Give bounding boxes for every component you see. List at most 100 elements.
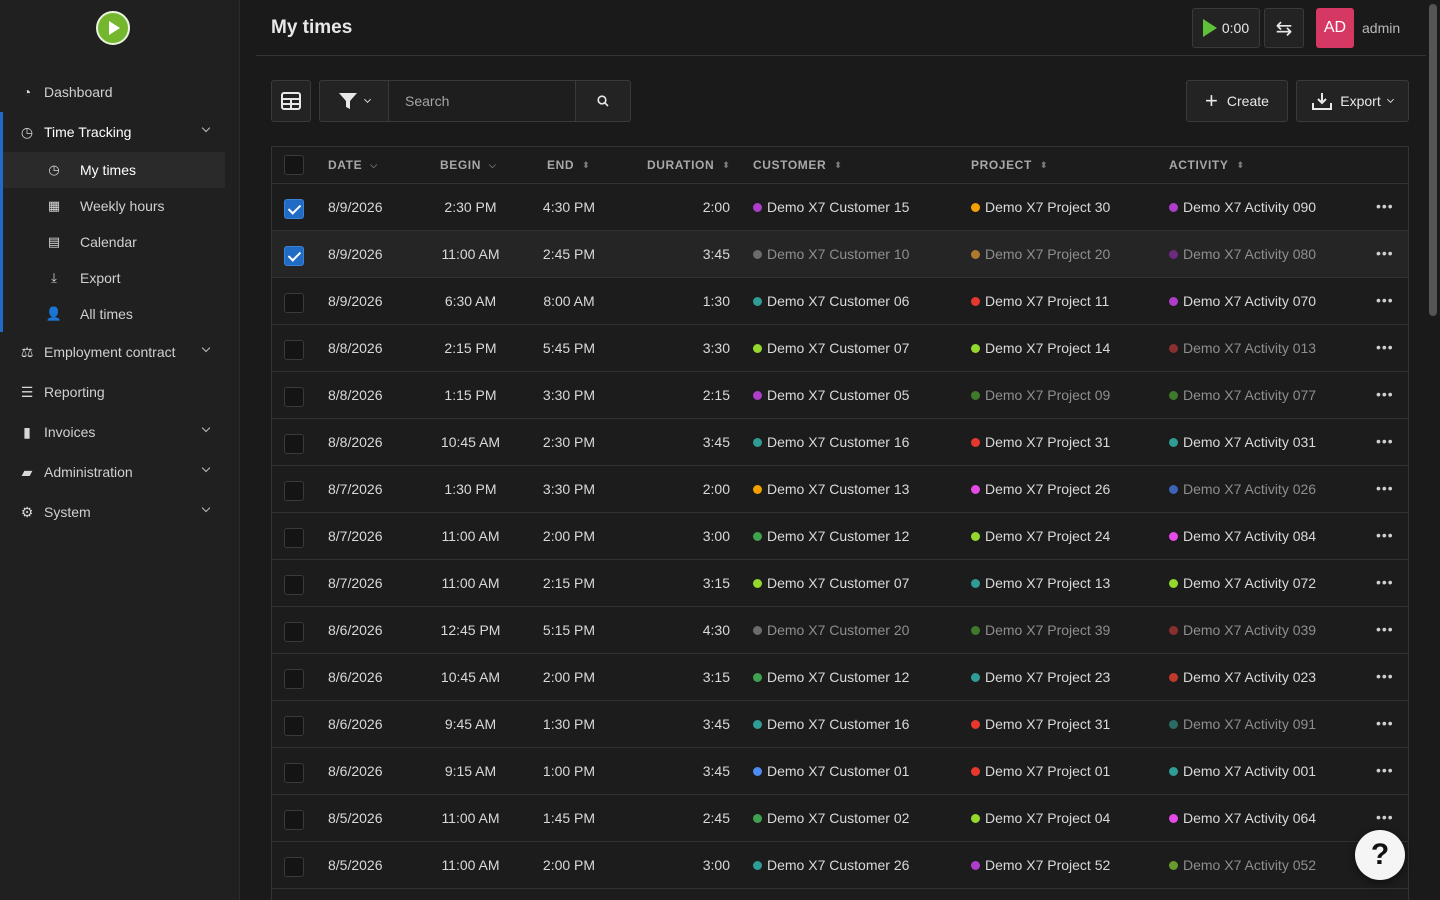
sidebar-item-weekly-hours[interactable]: ▦ Weekly hours bbox=[3, 188, 225, 224]
row-checkbox[interactable] bbox=[284, 763, 304, 783]
cell-customer[interactable]: Demo X7 Customer 20 bbox=[753, 622, 909, 638]
cell-activity[interactable]: Demo X7 Activity 026 bbox=[1169, 481, 1316, 497]
table-row[interactable]: 8/7/2026 11:00 AM 2:15 PM 3:15 Demo X7 Custo… bbox=[272, 560, 1408, 607]
row-checkbox[interactable] bbox=[284, 528, 304, 548]
filter-button[interactable] bbox=[319, 80, 389, 122]
search-input[interactable] bbox=[388, 80, 576, 122]
row-checkbox[interactable] bbox=[284, 716, 304, 736]
table-view-button[interactable] bbox=[271, 80, 311, 122]
table-row[interactable]: 8/8/2026 10:45 AM 2:30 PM 3:45 Demo X7 Custo… bbox=[272, 419, 1408, 466]
cell-project[interactable]: Demo X7 Project 14 bbox=[971, 340, 1110, 356]
table-row[interactable]: 8/9/2026 2:30 PM 4:30 PM 2:00 Demo X7 Custom… bbox=[272, 184, 1408, 231]
export-button[interactable]: Export bbox=[1296, 80, 1409, 122]
sidebar-item-export[interactable]: ⤓ Export bbox=[3, 260, 225, 296]
cell-project[interactable]: Demo X7 Project 30 bbox=[971, 199, 1110, 215]
refresh-button[interactable]: ⇆ bbox=[1264, 8, 1304, 48]
table-row[interactable]: 8/5/2026 11:00 AM 2:00 PM 3:00 Demo X7 Custo… bbox=[272, 842, 1408, 889]
sidebar-item-invoices[interactable]: ▮ Invoices bbox=[0, 412, 239, 452]
app-logo-icon[interactable] bbox=[96, 11, 130, 45]
search-button[interactable] bbox=[575, 80, 631, 122]
column-header-end[interactable]: END ⬍ bbox=[547, 158, 590, 172]
cell-project[interactable]: Demo X7 Project 20 bbox=[971, 246, 1110, 262]
column-header-project[interactable]: PROJECT ⬍ bbox=[971, 158, 1048, 172]
row-actions-icon[interactable]: ••• bbox=[1376, 527, 1394, 543]
sidebar-item-employment-contract[interactable]: ⚖ Employment contract bbox=[0, 332, 239, 372]
cell-project[interactable]: Demo X7 Project 04 bbox=[971, 810, 1110, 826]
cell-activity[interactable]: Demo X7 Activity 090 bbox=[1169, 199, 1316, 215]
column-header-duration[interactable]: DURATION ⬍ bbox=[647, 158, 730, 172]
cell-customer[interactable]: Demo X7 Customer 06 bbox=[753, 293, 909, 309]
cell-project[interactable]: Demo X7 Project 26 bbox=[971, 481, 1110, 497]
cell-activity[interactable]: Demo X7 Activity 023 bbox=[1169, 669, 1316, 685]
cell-activity[interactable]: Demo X7 Activity 001 bbox=[1169, 763, 1316, 779]
cell-customer[interactable]: Demo X7 Customer 07 bbox=[753, 340, 909, 356]
cell-customer[interactable]: Demo X7 Customer 12 bbox=[753, 528, 909, 544]
row-checkbox[interactable] bbox=[284, 293, 304, 313]
row-checkbox[interactable] bbox=[284, 810, 304, 830]
row-checkbox[interactable] bbox=[284, 622, 304, 642]
sidebar-item-reporting[interactable]: ☰ Reporting bbox=[0, 372, 239, 412]
table-row[interactable]: 8/7/2026 11:00 AM 2:00 PM 3:00 Demo X7 Custo… bbox=[272, 513, 1408, 560]
row-actions-icon[interactable]: ••• bbox=[1376, 762, 1394, 778]
cell-customer[interactable]: Demo X7 Customer 16 bbox=[753, 716, 909, 732]
cell-activity[interactable]: Demo X7 Activity 052 bbox=[1169, 857, 1316, 873]
row-checkbox[interactable] bbox=[284, 387, 304, 407]
column-header-begin[interactable]: BEGIN ⌵ bbox=[440, 158, 496, 172]
avatar[interactable]: AD bbox=[1316, 8, 1354, 48]
row-checkbox[interactable] bbox=[284, 246, 304, 266]
row-checkbox[interactable] bbox=[284, 340, 304, 360]
cell-customer[interactable]: Demo X7 Customer 10 bbox=[753, 246, 909, 262]
row-actions-icon[interactable]: ••• bbox=[1376, 574, 1394, 590]
cell-activity[interactable]: Demo X7 Activity 091 bbox=[1169, 716, 1316, 732]
column-header-date[interactable]: DATE ⌵ bbox=[328, 158, 378, 172]
sidebar-item-administration[interactable]: ▰ Administration bbox=[0, 452, 239, 492]
cell-project[interactable]: Demo X7 Project 31 bbox=[971, 434, 1110, 450]
cell-project[interactable]: Demo X7 Project 01 bbox=[971, 763, 1110, 779]
cell-activity[interactable]: Demo X7 Activity 031 bbox=[1169, 434, 1316, 450]
cell-project[interactable]: Demo X7 Project 52 bbox=[971, 857, 1110, 873]
cell-project[interactable]: Demo X7 Project 13 bbox=[971, 575, 1110, 591]
row-actions-icon[interactable]: ••• bbox=[1376, 198, 1394, 214]
cell-project[interactable]: Demo X7 Project 24 bbox=[971, 528, 1110, 544]
table-row[interactable]: 8/6/2026 9:15 AM 1:00 PM 3:45 Demo X7 Custom… bbox=[272, 748, 1408, 795]
cell-activity[interactable]: Demo X7 Activity 013 bbox=[1169, 340, 1316, 356]
row-actions-icon[interactable]: ••• bbox=[1376, 339, 1394, 355]
table-row[interactable]: 8/6/2026 9:45 AM 1:30 PM 3:45 Demo X7 Custom… bbox=[272, 701, 1408, 748]
cell-activity[interactable]: Demo X7 Activity 080 bbox=[1169, 246, 1316, 262]
column-header-customer[interactable]: CUSTOMER ⬍ bbox=[753, 158, 842, 172]
row-actions-icon[interactable]: ••• bbox=[1376, 433, 1394, 449]
table-row[interactable]: 8/5/2026 11:00 AM 1:45 PM 2:45 Demo X7 Custo… bbox=[272, 795, 1408, 842]
table-row[interactable]: 8/6/2026 10:45 AM 2:00 PM 3:15 Demo X7 Custo… bbox=[272, 654, 1408, 701]
cell-customer[interactable]: Demo X7 Customer 15 bbox=[753, 199, 909, 215]
sidebar-item-dashboard[interactable]: ◔ Dashboard bbox=[0, 72, 239, 112]
start-timer-button[interactable]: 0:00 bbox=[1192, 8, 1260, 48]
sidebar-item-system[interactable]: ⚙ System bbox=[0, 492, 239, 532]
cell-project[interactable]: Demo X7 Project 09 bbox=[971, 387, 1110, 403]
row-actions-icon[interactable]: ••• bbox=[1376, 621, 1394, 637]
cell-project[interactable]: Demo X7 Project 39 bbox=[971, 622, 1110, 638]
row-actions-icon[interactable]: ••• bbox=[1376, 715, 1394, 731]
cell-customer[interactable]: Demo X7 Customer 02 bbox=[753, 810, 909, 826]
cell-activity[interactable]: Demo X7 Activity 077 bbox=[1169, 387, 1316, 403]
row-checkbox[interactable] bbox=[284, 434, 304, 454]
cell-activity[interactable]: Demo X7 Activity 072 bbox=[1169, 575, 1316, 591]
help-button[interactable]: ? bbox=[1355, 830, 1405, 880]
cell-customer[interactable]: Demo X7 Customer 12 bbox=[753, 669, 909, 685]
cell-customer[interactable]: Demo X7 Customer 16 bbox=[753, 434, 909, 450]
cell-customer[interactable]: Demo X7 Customer 13 bbox=[753, 481, 909, 497]
cell-project[interactable]: Demo X7 Project 31 bbox=[971, 716, 1110, 732]
cell-customer[interactable]: Demo X7 Customer 01 bbox=[753, 763, 909, 779]
select-all-checkbox[interactable] bbox=[284, 155, 304, 175]
table-row[interactable]: 8/7/2026 1:30 PM 3:30 PM 2:00 Demo X7 Custom… bbox=[272, 466, 1408, 513]
row-actions-icon[interactable]: ••• bbox=[1376, 386, 1394, 402]
cell-customer[interactable]: Demo X7 Customer 07 bbox=[753, 575, 909, 591]
cell-activity[interactable]: Demo X7 Activity 070 bbox=[1169, 293, 1316, 309]
sidebar-item-my-times[interactable]: ◷ My times bbox=[3, 152, 225, 188]
scrollbar-thumb[interactable] bbox=[1429, 4, 1437, 316]
username[interactable]: admin bbox=[1362, 20, 1401, 36]
cell-activity[interactable]: Demo X7 Activity 039 bbox=[1169, 622, 1316, 638]
cell-customer[interactable]: Demo X7 Customer 05 bbox=[753, 387, 909, 403]
table-row[interactable]: 8/8/2026 1:15 PM 3:30 PM 2:15 Demo X7 Custom… bbox=[272, 372, 1408, 419]
cell-customer[interactable]: Demo X7 Customer 26 bbox=[753, 857, 909, 873]
cell-activity[interactable]: Demo X7 Activity 084 bbox=[1169, 528, 1316, 544]
